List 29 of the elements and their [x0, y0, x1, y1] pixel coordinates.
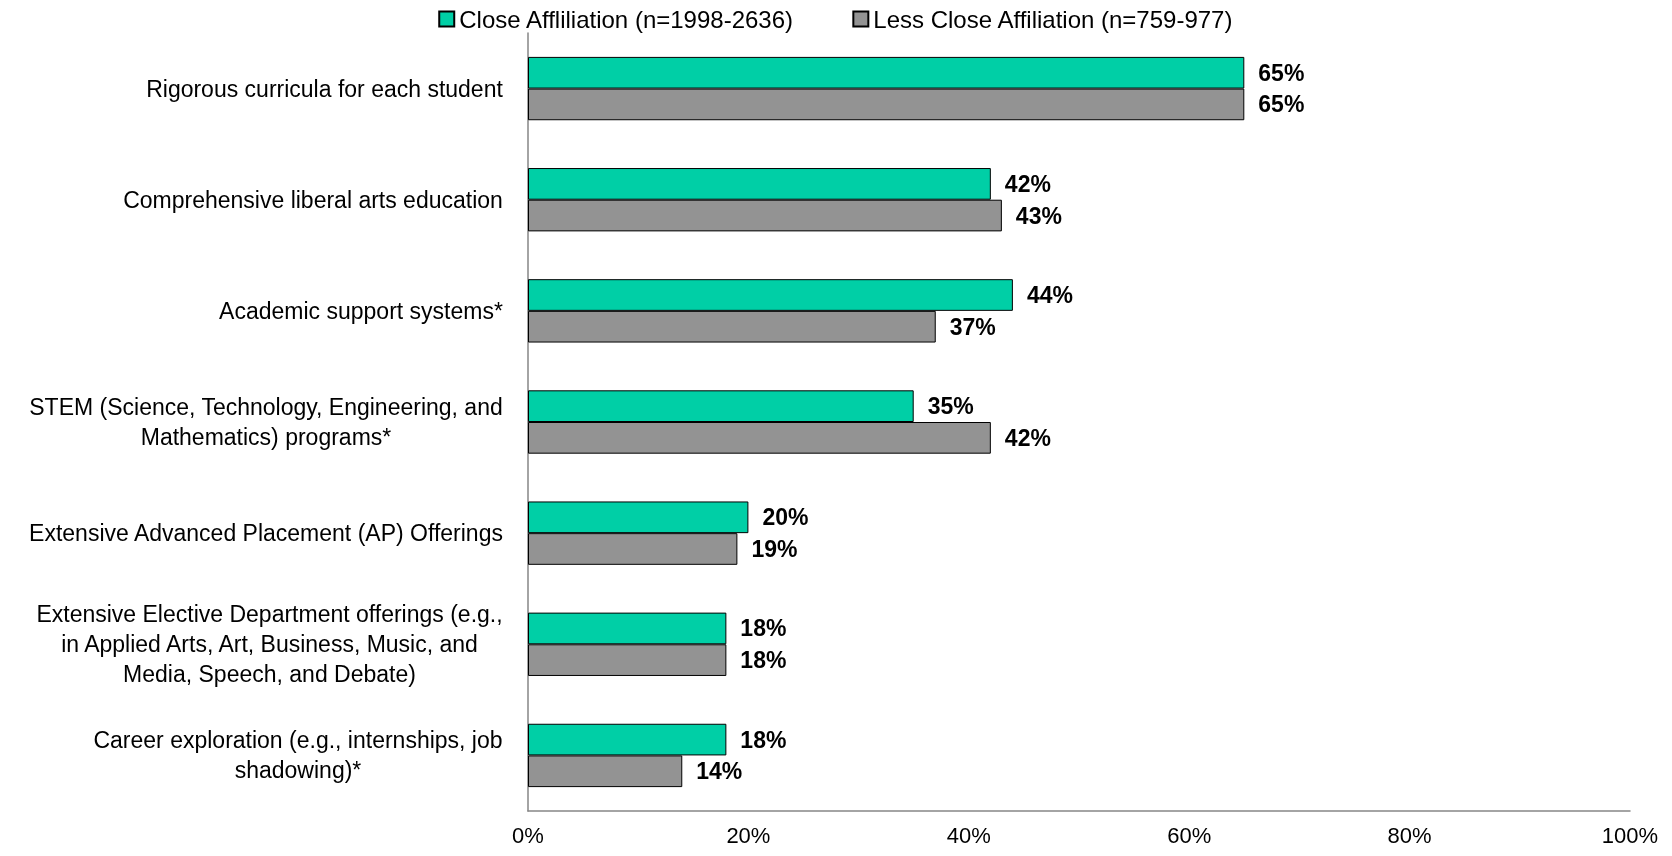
y-tick-label: Rigorous curricula for each student: [146, 75, 504, 102]
x-tick-label: 0%: [512, 822, 544, 848]
y-tick-label: Academic support systems*: [219, 297, 503, 324]
data-label: 18%: [740, 615, 787, 642]
data-label: 18%: [740, 647, 787, 674]
y-tick-label: Extensive Advanced Placement (AP) Offerings: [29, 520, 503, 547]
legend-label: Less Close Affiliation (n=759-977): [873, 5, 1233, 33]
legend-label: Close Affliliation (n=1998-2636): [459, 5, 794, 33]
data-label: 65%: [1258, 59, 1305, 86]
data-label: 42%: [1004, 170, 1051, 197]
y-tick-label: Career exploration (e.g., internships, job shadowing)*: [93, 727, 503, 784]
x-tick-label: 20%: [726, 822, 771, 848]
data-label: 37%: [949, 313, 996, 340]
data-label: 44%: [1026, 282, 1073, 309]
x-tick-label: 100%: [1601, 822, 1659, 848]
data-label: 42%: [1004, 424, 1051, 451]
x-tick-label: 60%: [1167, 822, 1212, 848]
data-label: 19%: [751, 535, 798, 562]
data-label: 65%: [1258, 91, 1305, 118]
data-label: 20%: [762, 504, 809, 531]
y-tick-label: Extensive Elective Department offerings (e.g., in Applied Arts, Art, Business, Music, and Media, Speech, and Debate): [36, 601, 503, 688]
x-tick-label: 40%: [946, 822, 991, 848]
y-tick-label: Comprehensive liberal arts education: [123, 186, 503, 213]
x-tick-label: 80%: [1387, 822, 1432, 848]
data-label: 18%: [740, 726, 787, 753]
data-label: 14%: [696, 758, 743, 785]
data-label: 35%: [927, 393, 974, 420]
data-label: 43%: [1015, 202, 1062, 229]
y-tick-label: STEM (Science, Technology, Engineering, and Mathematics) programs*: [29, 394, 503, 450]
